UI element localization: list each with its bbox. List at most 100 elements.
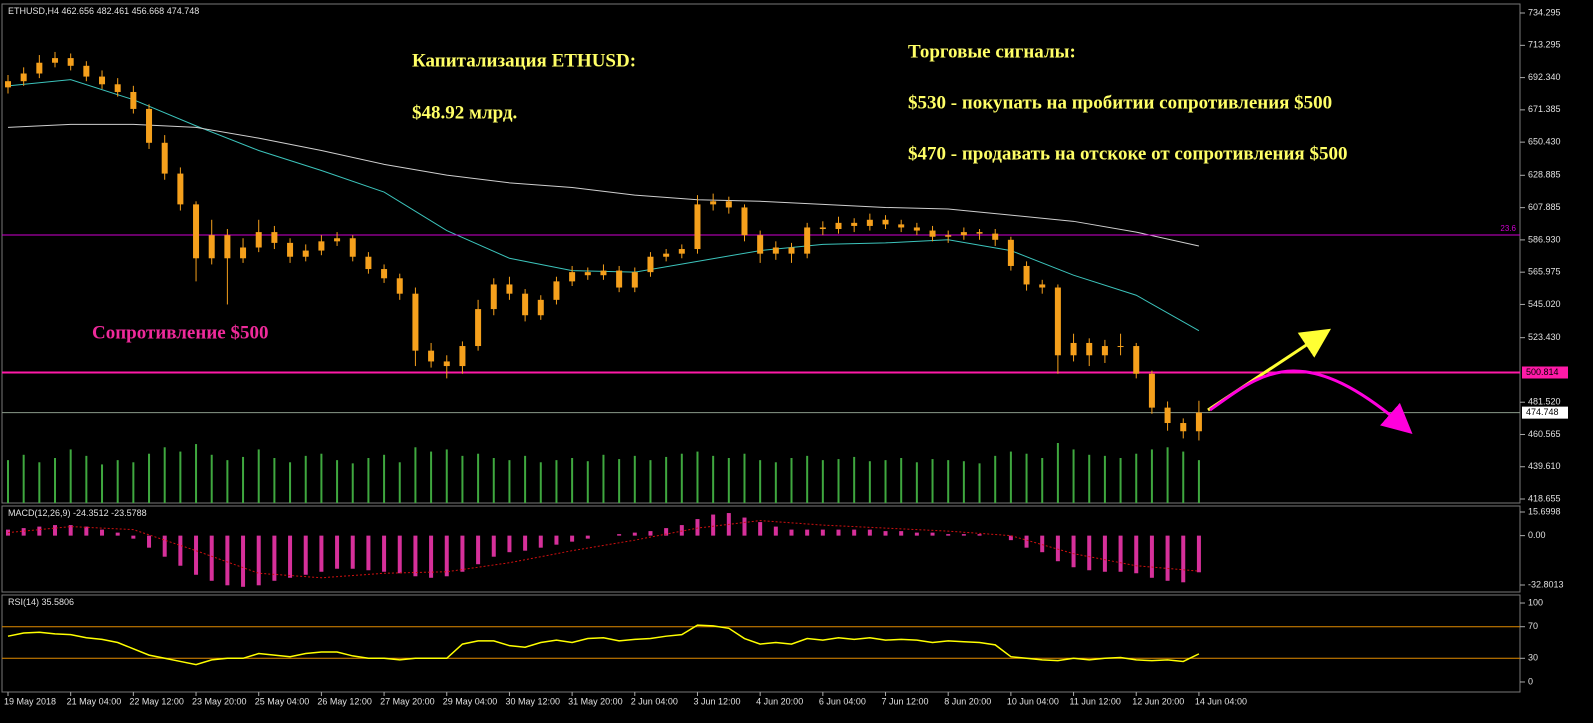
candle-body — [334, 238, 341, 242]
candle-body — [193, 204, 200, 259]
candle-body — [52, 58, 59, 63]
candle-body — [161, 142, 168, 174]
volume-bar — [163, 447, 166, 503]
x-tick-label: 25 May 04:00 — [255, 696, 310, 706]
macd-bar — [773, 526, 778, 536]
macd-bar — [820, 529, 825, 536]
volume-bar — [555, 460, 558, 503]
volume-bar — [680, 453, 683, 503]
candle-body — [725, 201, 732, 208]
candle-body — [678, 249, 685, 254]
x-tick-label: 12 Jun 20:00 — [1132, 696, 1184, 706]
candle-body — [83, 65, 90, 77]
candle-body — [819, 227, 826, 230]
macd-bar — [1040, 535, 1045, 553]
symbol: ETHUSD,H4 — [8, 6, 59, 16]
header-open: 462.656 — [62, 6, 95, 16]
volume-bar — [743, 453, 746, 503]
volume-bar — [351, 463, 354, 503]
y-tick-label: 460.565 — [1528, 429, 1561, 439]
candle-body — [741, 207, 748, 236]
candle-body — [146, 108, 153, 143]
volume-bar — [1119, 458, 1122, 503]
volume-bar — [1056, 443, 1059, 503]
candle-body — [647, 256, 654, 273]
candle-body — [569, 272, 576, 282]
macd-bar — [914, 532, 919, 536]
candle-body — [177, 173, 184, 205]
x-tick-label: 26 May 12:00 — [317, 696, 372, 706]
macd-bar — [1181, 535, 1186, 583]
candle-body — [224, 235, 231, 259]
macd-bar — [1087, 535, 1092, 571]
volume-bar — [665, 456, 668, 503]
y-tick-label: 628.885 — [1528, 170, 1561, 180]
candle-body — [287, 242, 294, 257]
macd-bar — [100, 529, 105, 536]
annotation: Капитализация ETHUSD: — [412, 50, 636, 71]
sell-arrow — [1209, 369, 1413, 434]
volume-bar — [492, 458, 495, 503]
x-tick-label: 29 May 04:00 — [443, 696, 498, 706]
macd-bar — [507, 535, 512, 553]
volume-bar — [461, 455, 464, 503]
candle-body — [600, 270, 607, 276]
macd-bar — [68, 525, 73, 536]
candle-body — [788, 247, 795, 254]
candle-body — [898, 224, 905, 228]
volume-bar — [962, 461, 965, 503]
x-tick-label: 22 May 12:00 — [129, 696, 184, 706]
candle-body — [757, 235, 764, 254]
macd-bar — [350, 535, 355, 569]
volume-bar — [1182, 451, 1185, 503]
macd-bar — [538, 535, 543, 548]
volume-bar — [1103, 455, 1106, 503]
candle-body — [1101, 346, 1108, 356]
volume-bar — [759, 460, 762, 503]
macd-bar — [1196, 535, 1201, 573]
y-tick-label: 713.295 — [1528, 40, 1561, 50]
volume-bar — [900, 458, 903, 503]
candle-body — [1164, 407, 1171, 424]
volume-bar — [1025, 453, 1028, 503]
candle-body — [459, 346, 466, 367]
x-tick-label: 8 Jun 20:00 — [944, 696, 991, 706]
volume-bar — [85, 455, 88, 503]
x-tick-label: 27 May 20:00 — [380, 696, 435, 706]
price-box-label: 474.748 — [1526, 407, 1559, 417]
x-tick-label: 3 Jun 12:00 — [693, 696, 740, 706]
rsi-header: RSI(14) 35.5806 — [8, 597, 74, 607]
volume-bar — [226, 460, 229, 503]
volume-bar — [54, 458, 57, 503]
macd-bar — [241, 535, 246, 587]
resistance-label: Сопротивление $500 — [92, 322, 268, 343]
macd-bar — [946, 534, 951, 536]
volume-bar — [853, 456, 856, 503]
candle-body — [490, 284, 497, 310]
y-tick-label: 15.6998 — [1528, 506, 1561, 516]
volume-bar — [806, 455, 809, 503]
candle-body — [506, 284, 513, 294]
candle-body — [20, 73, 27, 82]
volume-bar — [289, 462, 292, 503]
macd-bar — [617, 534, 622, 536]
candle-body — [240, 247, 247, 259]
candle-body — [36, 62, 43, 74]
volume-bar — [994, 455, 997, 503]
volume-bar — [477, 453, 480, 503]
volume-bar — [1135, 453, 1138, 503]
volume-bar — [69, 449, 72, 503]
annotation: $470 - продавать на отскоке от сопротивл… — [908, 143, 1347, 164]
macd-bar — [178, 535, 183, 566]
macd-bar — [1165, 535, 1170, 581]
volume-bar — [915, 462, 918, 503]
macd-bar — [758, 522, 763, 536]
volume-bar — [430, 451, 433, 503]
macd-bar — [695, 519, 700, 536]
macd-header: MACD(12,26,9) -24.3512 -23.5788 — [8, 508, 147, 518]
candle-body — [365, 256, 372, 270]
candle-body — [584, 272, 591, 276]
macd-bar — [444, 535, 449, 577]
header-low: 456.668 — [132, 6, 165, 16]
macd-bar — [37, 526, 42, 536]
